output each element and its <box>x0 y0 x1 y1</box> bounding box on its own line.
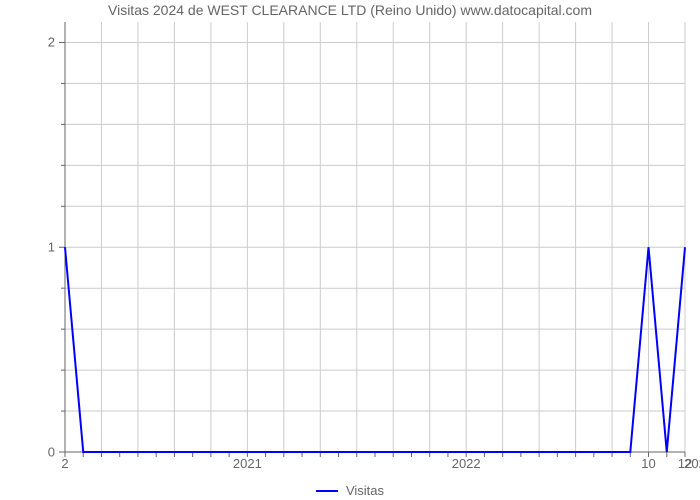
chart-title: Visitas 2024 de WEST CLEARANCE LTD (Rein… <box>0 2 700 18</box>
ytick-0: 0 <box>35 445 55 460</box>
ytick-1: 1 <box>35 240 55 255</box>
legend: Visitas <box>0 479 700 499</box>
legend-item-visitas: Visitas <box>316 483 384 498</box>
legend-label: Visitas <box>346 483 384 498</box>
legend-swatch <box>316 490 338 492</box>
xtick-3: 10 <box>641 456 655 471</box>
ytick-2: 2 <box>35 35 55 50</box>
xtick-2: 2022 <box>452 456 481 471</box>
xtick-5: 202 <box>684 456 700 471</box>
chart-plot-area <box>65 22 685 452</box>
xtick-1: 2021 <box>233 456 262 471</box>
xtick-0: 2 <box>61 456 68 471</box>
